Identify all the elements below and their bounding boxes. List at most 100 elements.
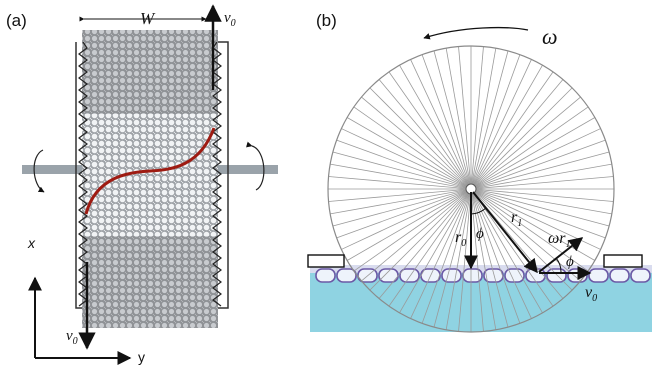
- spoke: [470, 87, 573, 190]
- bubble: [399, 268, 420, 283]
- phi-center-label: ϕ: [476, 226, 484, 242]
- phi-side-label: ϕ: [566, 254, 574, 270]
- spoke: [470, 106, 589, 190]
- bubble-monolayer: [310, 265, 652, 283]
- spoke: [470, 188, 606, 239]
- spoke: [328, 176, 472, 190]
- spoke: [388, 71, 472, 190]
- y-axis-label: y: [138, 349, 145, 365]
- spoke: [470, 188, 543, 314]
- spoke: [470, 96, 581, 190]
- right-barrier: [603, 254, 643, 268]
- spoke: [361, 188, 472, 282]
- spoke: [378, 79, 472, 190]
- spoke: [470, 151, 610, 190]
- spoke: [433, 50, 472, 190]
- phi-arc-center: [470, 207, 487, 215]
- bubble: [609, 268, 630, 283]
- spoke: [470, 188, 509, 328]
- spoke: [332, 188, 472, 227]
- spoke: [410, 188, 472, 319]
- spoke: [445, 48, 472, 190]
- spoke: [470, 139, 606, 190]
- spoke: [346, 188, 472, 261]
- panel-a: (a) W v0 v0 x y: [6, 4, 278, 365]
- spoke: [470, 188, 521, 324]
- spoke: [341, 128, 472, 190]
- spoke: [353, 188, 472, 272]
- spoke: [470, 48, 497, 190]
- omega-label: ω: [542, 24, 558, 49]
- spoke: [336, 188, 472, 239]
- panel-b: (b) ω r0 r1 ϕ ωr1 ϕ v0: [307, 11, 652, 333]
- spoke: [330, 188, 472, 215]
- spoke: [421, 188, 472, 324]
- left-zigzag-edge: [78, 41, 88, 307]
- top-velocity-label: v0: [224, 10, 236, 29]
- spoke: [361, 96, 472, 190]
- spoke: [470, 188, 601, 250]
- spoke: [445, 188, 472, 330]
- bubble: [483, 268, 504, 283]
- spoke: [470, 188, 612, 215]
- spoke: [353, 106, 472, 190]
- r0-label: r0: [455, 229, 466, 249]
- spoke: [470, 54, 521, 190]
- spoke: [458, 46, 472, 190]
- left-rotation-arrow-icon: [33, 149, 45, 193]
- spoke: [470, 188, 497, 330]
- r1-label: r1: [511, 209, 522, 229]
- spoke: [332, 151, 472, 190]
- spoke: [470, 163, 612, 190]
- bubble: [588, 268, 609, 283]
- spoke: [470, 64, 543, 190]
- panel-b-label: (b): [316, 11, 337, 30]
- r1-vector: [472, 191, 538, 274]
- spoke: [470, 59, 532, 190]
- bubble: [630, 268, 651, 283]
- spoke: [330, 163, 472, 190]
- tangential-velocity-vector: [538, 237, 584, 273]
- spoke: [470, 117, 596, 190]
- foam-middle-region: [82, 114, 218, 236]
- bubble: [315, 268, 336, 283]
- omega-r1-label: ωr1: [548, 230, 571, 250]
- wheel-rim: [327, 45, 615, 333]
- rotation-direction-arrow-icon: [423, 26, 529, 40]
- spoke: [328, 188, 472, 202]
- spoke: [378, 188, 472, 299]
- spoke: [399, 64, 472, 190]
- left-barrier: [307, 254, 345, 268]
- spoke: [410, 59, 472, 190]
- right-zigzag-edge: [212, 41, 222, 307]
- spoke: [369, 87, 472, 190]
- spoke: [470, 188, 581, 282]
- spoke: [470, 188, 589, 272]
- spoke: [470, 50, 509, 190]
- phi-arc-side: [555, 257, 562, 273]
- right-rotation-arrow-icon: [245, 141, 265, 191]
- foam-bottom-region: [82, 236, 218, 328]
- spoke: [399, 188, 472, 314]
- spoke: [346, 117, 472, 190]
- bubble: [441, 268, 462, 283]
- spoke: [341, 188, 472, 250]
- spoke: [336, 139, 472, 190]
- spoke: [470, 176, 614, 190]
- spoke: [470, 46, 484, 190]
- spoke: [470, 188, 610, 227]
- bubble: [336, 268, 357, 283]
- foam-top-region: [82, 30, 218, 114]
- v0-label: v0: [585, 284, 597, 304]
- spoke: [369, 188, 472, 291]
- x-axis-label: x: [27, 235, 36, 251]
- spoke: [470, 188, 614, 202]
- spoke: [388, 188, 472, 307]
- spoke: [433, 188, 472, 328]
- bubble: [546, 268, 567, 283]
- width-label: W: [140, 9, 156, 28]
- right-wall: [218, 41, 229, 309]
- spoke: [421, 54, 472, 190]
